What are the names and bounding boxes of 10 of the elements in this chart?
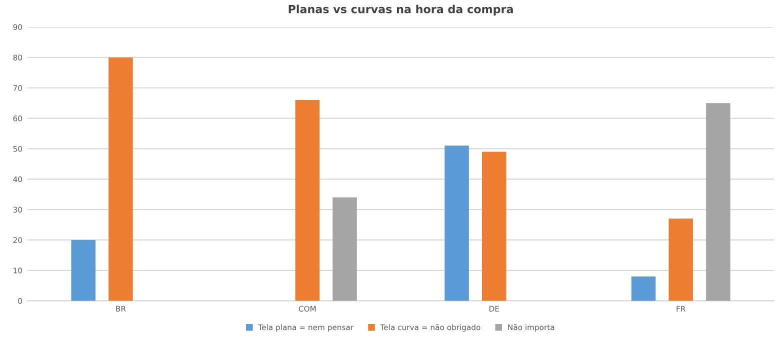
bar [482,152,506,301]
chart-title: Planas vs curvas na hora da compra [288,4,513,16]
bar [668,218,693,301]
bar [444,146,469,301]
bar [631,276,656,301]
bar [332,197,357,301]
bar [706,103,730,301]
bar [108,57,133,301]
bar [295,100,320,301]
bar [71,240,96,301]
